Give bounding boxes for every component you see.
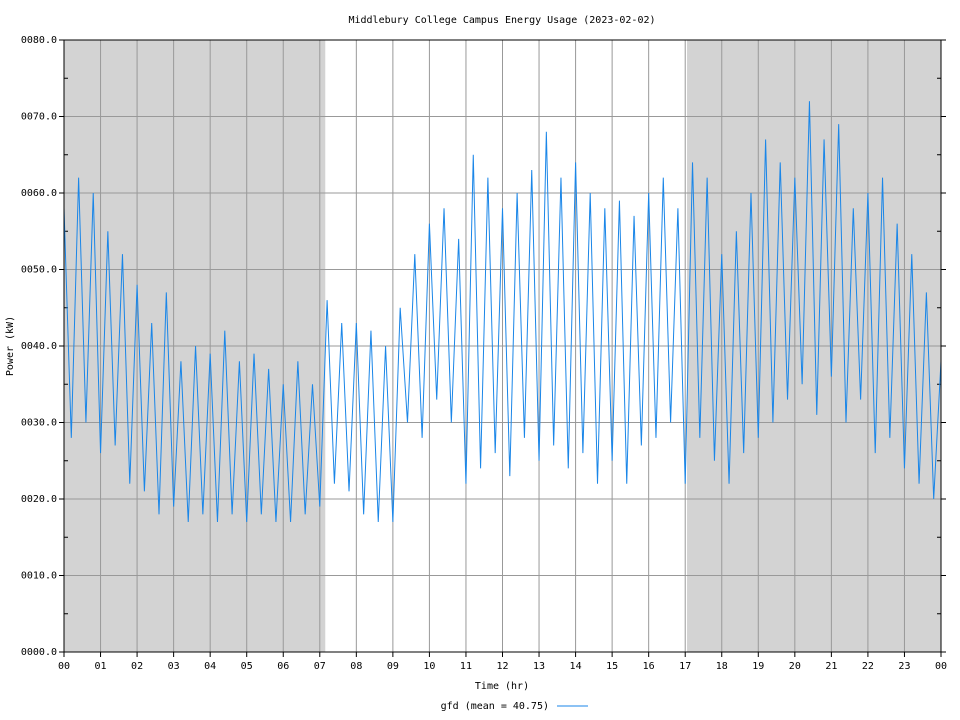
x-tick-label: 21 bbox=[825, 661, 837, 672]
x-tick-label: 10 bbox=[423, 661, 435, 672]
x-tick-label: 07 bbox=[314, 661, 326, 672]
x-tick-label: 05 bbox=[241, 661, 253, 672]
x-tick-label: 04 bbox=[204, 661, 216, 672]
y-axis-label: Power (kW) bbox=[5, 316, 16, 376]
x-tick-label: 00 bbox=[935, 661, 947, 672]
x-tick-label: 23 bbox=[898, 661, 910, 672]
x-tick-label: 09 bbox=[387, 661, 399, 672]
chart-title: Middlebury College Campus Energy Usage (… bbox=[348, 15, 655, 26]
x-tick-label: 14 bbox=[570, 661, 582, 672]
x-tick-label: 02 bbox=[131, 661, 143, 672]
x-tick-label: 11 bbox=[460, 661, 472, 672]
y-tick-label: 0080.0 bbox=[21, 35, 57, 46]
x-tick-label: 00 bbox=[58, 661, 70, 672]
x-tick-label: 22 bbox=[862, 661, 874, 672]
y-tick-label: 0040.0 bbox=[21, 341, 57, 352]
x-tick-label: 18 bbox=[716, 661, 728, 672]
x-tick-label: 16 bbox=[643, 661, 655, 672]
x-tick-label: 15 bbox=[606, 661, 618, 672]
x-tick-label: 20 bbox=[789, 661, 801, 672]
legend-label: gfd (mean = 40.75) bbox=[441, 701, 549, 712]
plot-frame bbox=[63, 39, 942, 653]
y-tick-label: 0050.0 bbox=[21, 265, 57, 276]
y-tick-label: 0010.0 bbox=[21, 571, 57, 582]
y-tick-label: 0020.0 bbox=[21, 494, 57, 505]
x-tick-label: 12 bbox=[496, 661, 508, 672]
y-tick-label: 0060.0 bbox=[21, 188, 57, 199]
x-tick-label: 08 bbox=[350, 661, 362, 672]
x-axis-label: Time (hr) bbox=[475, 681, 529, 692]
x-tick-label: 01 bbox=[95, 661, 107, 672]
x-tick-label: 13 bbox=[533, 661, 545, 672]
x-tick-label: 06 bbox=[277, 661, 289, 672]
x-tick-label: 03 bbox=[168, 661, 180, 672]
x-tick-label: 17 bbox=[679, 661, 691, 672]
y-tick-label: 0030.0 bbox=[21, 418, 57, 429]
y-tick-label: 0000.0 bbox=[21, 647, 57, 658]
data-line bbox=[63, 101, 942, 522]
y-tick-label: 0070.0 bbox=[21, 112, 57, 123]
x-tick-label: 19 bbox=[752, 661, 764, 672]
